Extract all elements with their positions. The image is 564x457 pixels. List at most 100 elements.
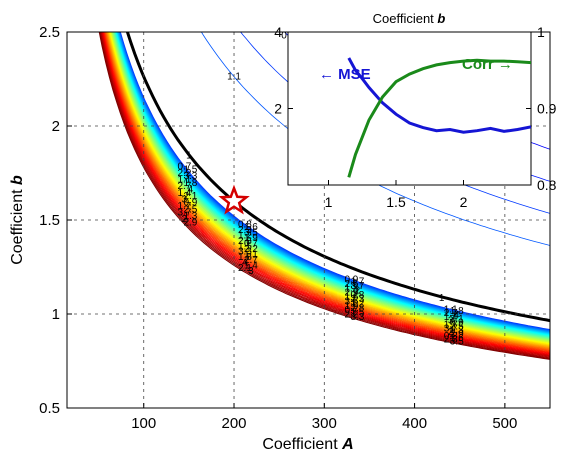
- contour-value-label: 1.2: [238, 230, 252, 241]
- contour-value-label: 1.7: [350, 277, 364, 288]
- contour-value-label: 2.3: [444, 335, 458, 346]
- contour-value-label: 0.8: [444, 331, 458, 342]
- contour-line: [105, 32, 550, 350]
- contour-value-label: 0.8: [350, 290, 364, 301]
- x-tick-label: 200: [222, 415, 247, 432]
- contour-value-label: 2.9: [183, 218, 197, 229]
- contour-value-label: 1.5: [238, 241, 252, 252]
- inset-x-tick-label: 1: [325, 194, 333, 210]
- contour-value-label: 2: [355, 286, 361, 297]
- contour-value-label: 1.4: [444, 312, 458, 323]
- contour-value-label: 3.3: [183, 171, 197, 182]
- contour-value-label: 3.7: [444, 323, 458, 334]
- inset-right-tick-label: 0.9: [537, 101, 557, 117]
- contour-value-label: 1.1: [444, 304, 458, 315]
- contour-value-label: 2.7: [244, 255, 258, 266]
- contour-lines: [98, 32, 550, 360]
- y-axis-label: Coefficient b: [9, 175, 26, 265]
- x-tick-label: 500: [492, 415, 517, 432]
- contour-value-label: 4: [188, 185, 194, 196]
- inset-x-tick-label: 1.5: [386, 194, 406, 210]
- contour-value-label: 2.9: [344, 288, 358, 299]
- contour-line: [99, 32, 550, 359]
- contour-value-label: 3.3: [238, 247, 252, 258]
- contour-value-label: 0.9: [450, 318, 464, 329]
- contour-value-label: 2.3: [238, 225, 252, 236]
- contour-value-label: 2.9: [450, 329, 464, 340]
- contour-value-label: 1.6: [244, 222, 258, 233]
- contour-value-label: 1.5: [183, 165, 197, 176]
- y-tick-label: 0.5: [39, 400, 60, 417]
- contour-line: [117, 32, 550, 334]
- contour-value-label: 2.8: [238, 236, 252, 247]
- contour-line: [105, 32, 550, 349]
- optimal-contour-label: 1: [186, 151, 192, 162]
- contour-value-label: 3.5: [344, 296, 358, 307]
- inset-axis-ticks: 1 1.5 2 2 4 0.8 0.9 1: [274, 24, 556, 210]
- contour-value-label: 1.7: [444, 320, 458, 331]
- contour-line: [98, 32, 550, 360]
- contour-value-label: 1.6: [344, 292, 358, 303]
- corr-legend-label: Corr →: [462, 56, 513, 73]
- contour-value-label: 2.2: [344, 310, 358, 321]
- mse-series-line: [347, 57, 531, 134]
- contour-line: [103, 32, 550, 353]
- contour-line: [109, 32, 550, 344]
- y-tick-label: 1.5: [39, 212, 60, 229]
- contour-line: [117, 32, 550, 333]
- inset-title: Coefficient b: [373, 11, 446, 26]
- contour-value-label: 1.2: [350, 299, 364, 310]
- inset-right-tick-label: 1: [537, 24, 545, 40]
- contour-line: [102, 32, 550, 355]
- contour-value-label: 2.5: [183, 204, 197, 215]
- inset-x-tick-label: 2: [460, 194, 468, 210]
- contour-value-label: 1.9: [344, 301, 358, 312]
- contour-value-label: 1.8: [450, 306, 464, 317]
- contour-line: [117, 32, 550, 334]
- contour-value-label: 4: [454, 310, 460, 321]
- contour-line: [100, 32, 550, 357]
- contour-value-label: 1.1: [244, 250, 258, 261]
- contour-value-label: 2.5: [344, 279, 358, 290]
- contour-line: [107, 32, 550, 347]
- contour-value-label: 2.2: [244, 244, 258, 255]
- contour-line: [112, 32, 550, 340]
- contour-line: [109, 32, 550, 345]
- contour-line: [100, 32, 550, 358]
- contour-line: [111, 32, 550, 341]
- mse-legend-label: ← MSE: [319, 66, 371, 83]
- contour-value-label: 1.3: [450, 325, 464, 336]
- contour-value-label: 0.8: [238, 219, 252, 230]
- y-tick-label: 2.5: [39, 24, 60, 41]
- optimum-star-marker: [218, 184, 250, 215]
- y-tick-label: 1: [52, 306, 60, 323]
- contour-value-label: 1.8: [183, 178, 197, 189]
- contour-value-label: 0.9: [183, 198, 197, 209]
- optimal-contour-line: [125, 32, 550, 323]
- contour-line: [107, 32, 550, 348]
- contour-value-label: 2.7: [444, 308, 458, 319]
- contour-line: [116, 32, 550, 335]
- contour-line: [110, 32, 550, 343]
- contour-line: [114, 32, 550, 338]
- contour-line: [112, 32, 550, 341]
- x-axis-label: Coefficient A: [262, 436, 353, 453]
- inset-right-tick-label: 0.8: [537, 177, 557, 193]
- contour-line: [113, 32, 550, 339]
- contour-line: [104, 32, 550, 352]
- star-marker: [218, 184, 250, 215]
- contour-value-label: 4: [242, 258, 248, 269]
- x-tick-label: 100: [131, 415, 156, 432]
- contour-line: [108, 32, 550, 346]
- contour-value-label: 0.9: [344, 275, 358, 286]
- optimal-contour-label: 1: [439, 293, 445, 304]
- contour-value-label: 2.7: [177, 181, 191, 192]
- contour-value-label: 0.7: [177, 161, 191, 172]
- contour-value-label: 2: [448, 327, 454, 338]
- contour-line: [115, 32, 550, 337]
- contour-value-label: 1.4: [177, 188, 191, 199]
- contour-value-label: 3: [448, 316, 454, 327]
- contour-value-label: 1.3: [183, 211, 197, 222]
